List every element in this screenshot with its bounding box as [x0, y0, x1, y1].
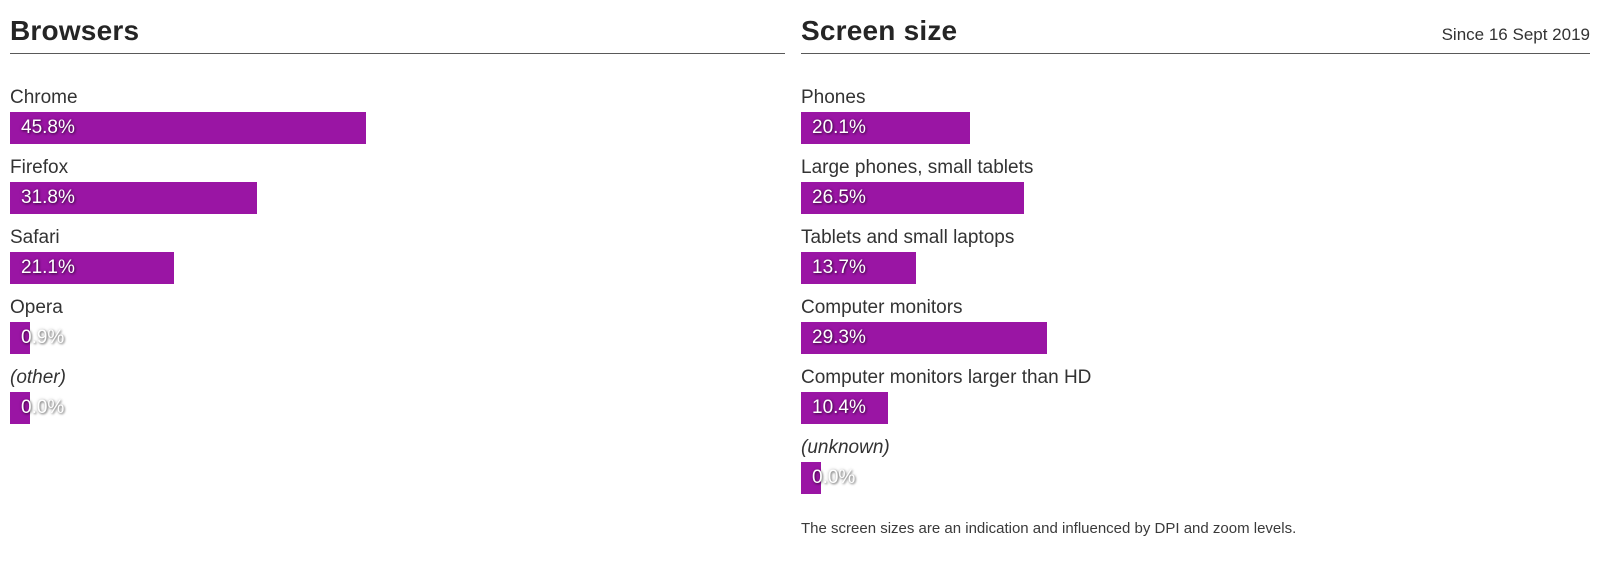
browsers-header: Browsers	[10, 0, 785, 54]
stat-row-tablets: Tablets and small laptops 13.7%	[801, 224, 1590, 284]
stat-row-firefox: Firefox 31.8%	[10, 154, 785, 214]
stat-value: 20.1%	[812, 117, 866, 138]
stat-value: 0.0%	[21, 397, 65, 418]
stats-panels: Browsers Chrome 45.8% Firefox 31.8% Safa…	[10, 0, 1590, 537]
stat-bar[interactable]: 0.0%	[10, 392, 64, 424]
screen-size-panel: Screen size Since 16 Sept 2019 Phones 20…	[801, 0, 1590, 537]
stat-value: 10.4%	[812, 397, 866, 418]
stat-bar[interactable]: 0.0%	[801, 462, 855, 494]
since-date-label: Since 16 Sept 2019	[1441, 25, 1590, 44]
stat-label: Safari	[10, 227, 60, 248]
stat-label: Firefox	[10, 157, 69, 178]
stat-bar[interactable]: 26.5%	[801, 182, 1024, 214]
stat-value: 29.3%	[812, 327, 866, 348]
stat-label: Large phones, small tablets	[801, 157, 1034, 178]
stat-label: Computer monitors larger than HD	[801, 367, 1092, 388]
stat-bar[interactable]: 0.9%	[10, 322, 64, 354]
stat-row-chrome: Chrome 45.8%	[10, 84, 785, 144]
stat-value: 13.7%	[812, 257, 866, 278]
stat-row-monitors: Computer monitors 29.3%	[801, 294, 1590, 354]
stat-value: 0.9%	[21, 327, 65, 348]
stat-bar[interactable]: 20.1%	[801, 112, 970, 144]
browsers-title: Browsers	[10, 15, 140, 46]
stat-label: (unknown)	[801, 437, 890, 458]
stat-row-other: (other) 0.0%	[10, 364, 785, 424]
stat-row-unknown: (unknown) 0.0%	[801, 434, 1590, 494]
stat-bar[interactable]: 10.4%	[801, 392, 889, 424]
stat-value: 45.8%	[21, 117, 75, 138]
stat-label: (other)	[10, 367, 66, 388]
screen-size-note: The screen sizes are an indication and i…	[801, 520, 1297, 537]
stat-value: 31.8%	[21, 187, 75, 208]
stat-label: Chrome	[10, 87, 78, 108]
stat-row-phones: Phones 20.1%	[801, 84, 1590, 144]
stat-row-opera: Opera 0.9%	[10, 294, 785, 354]
browsers-rows: Chrome 45.8% Firefox 31.8% Safari 21.1% …	[10, 84, 785, 424]
stat-bar[interactable]: 29.3%	[801, 322, 1048, 354]
screen-size-header: Screen size Since 16 Sept 2019	[801, 0, 1590, 54]
stat-value: 26.5%	[812, 187, 866, 208]
stat-value: 0.0%	[812, 467, 856, 488]
stat-label: Computer monitors	[801, 297, 963, 318]
stat-row-large-phones: Large phones, small tablets 26.5%	[801, 154, 1590, 214]
stat-label: Tablets and small laptops	[801, 227, 1015, 248]
stat-label: Phones	[801, 87, 866, 108]
stat-label: Opera	[10, 297, 63, 318]
screen-size-title: Screen size	[801, 15, 958, 46]
stat-bar[interactable]: 31.8%	[10, 182, 258, 214]
stat-row-safari: Safari 21.1%	[10, 224, 785, 284]
screen-size-rows: Phones 20.1% Large phones, small tablets…	[801, 84, 1590, 494]
stat-bar[interactable]: 21.1%	[10, 252, 174, 284]
stat-bar[interactable]: 13.7%	[801, 252, 917, 284]
browsers-panel: Browsers Chrome 45.8% Firefox 31.8% Safa…	[10, 0, 785, 537]
stat-row-monitors-hd: Computer monitors larger than HD 10.4%	[801, 364, 1590, 424]
stat-value: 21.1%	[21, 257, 75, 278]
stat-bar[interactable]: 45.8%	[10, 112, 366, 144]
